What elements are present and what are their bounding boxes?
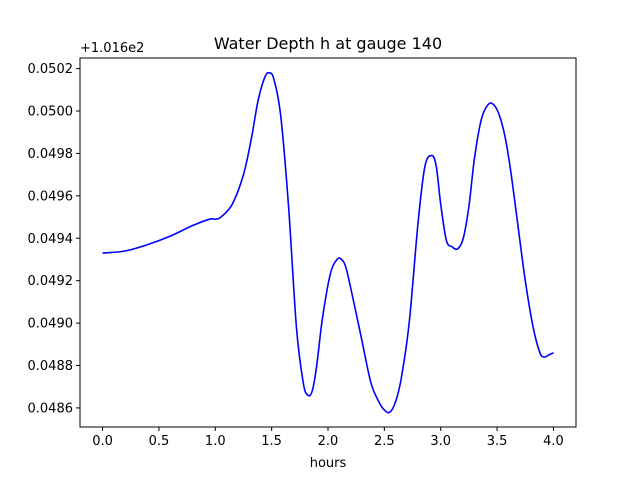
y-tick-label: 0.0498: [28, 147, 74, 162]
chart-title: Water Depth h at gauge 140: [214, 34, 442, 53]
x-axis-ticks: 0.0 0.5 1.0 1.5 2.0 2.5 3.0 3.5 4.0: [92, 427, 564, 449]
y-tick-label: 0.0494: [28, 232, 74, 247]
x-axis-label: hours: [310, 456, 347, 471]
y-tick-label: 0.0488: [28, 359, 74, 374]
x-tick-label: 2.5: [374, 434, 395, 449]
x-tick-label: 1.0: [205, 434, 226, 449]
y-tick-label: 0.0500: [28, 105, 74, 120]
x-tick-label: 2.0: [318, 434, 339, 449]
y-tick-label: 0.0490: [28, 317, 74, 332]
series-line: [102, 71, 554, 414]
x-tick-label: 3.0: [430, 434, 451, 449]
x-tick-label: 4.0: [543, 434, 564, 449]
x-tick-label: 1.5: [261, 434, 282, 449]
x-tick-label: 3.5: [487, 434, 508, 449]
y-axis-offset-label: +1.016e2: [80, 41, 144, 56]
x-tick-label: 0.5: [149, 434, 170, 449]
y-tick-label: 0.0492: [28, 274, 74, 289]
y-tick-label: 0.0496: [28, 189, 74, 204]
x-tick-label: 0.0: [92, 434, 113, 449]
y-tick-label: 0.0486: [28, 401, 74, 416]
y-tick-label: 0.0502: [28, 62, 74, 77]
series-layer: [102, 71, 554, 414]
y-axis-ticks: 0.0486 0.0488 0.0490 0.0492 0.0494 0.0496 0.04…: [28, 62, 80, 416]
